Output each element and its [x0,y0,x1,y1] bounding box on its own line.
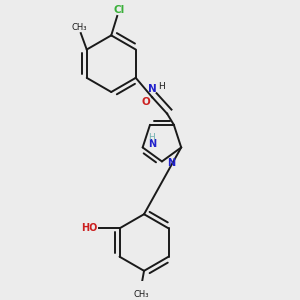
Text: N: N [148,140,156,149]
Text: HO: HO [81,224,97,233]
Text: CH₃: CH₃ [71,23,87,32]
Text: N: N [148,84,157,94]
Text: H: H [148,133,155,142]
Text: N: N [167,158,175,168]
Text: Cl: Cl [113,4,124,14]
Text: O: O [141,98,150,107]
Text: H: H [158,82,165,91]
Text: CH₃: CH₃ [133,290,149,298]
